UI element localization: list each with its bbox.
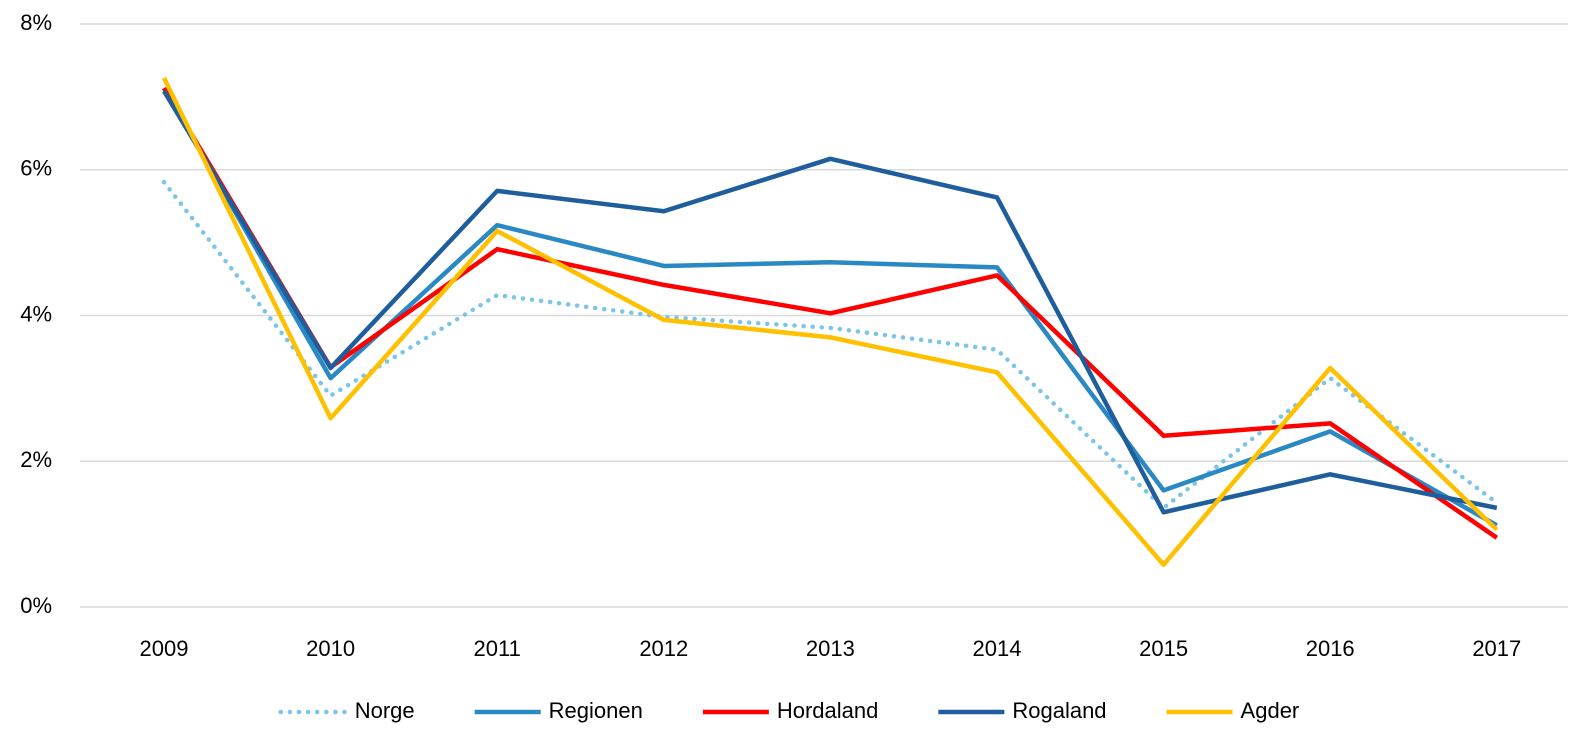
legend-label: Norge (355, 698, 415, 723)
series-line (162, 89, 1498, 515)
x-tick-label: 2017 (1472, 636, 1521, 661)
y-tick-label: 4% (20, 301, 52, 326)
x-tick-label: 2010 (306, 636, 355, 661)
x-tick-label: 2012 (639, 636, 688, 661)
x-tick-label: 2013 (806, 636, 855, 661)
series-line (162, 87, 1498, 528)
legend-label: Agder (1241, 698, 1300, 723)
x-tick-label: 2011 (474, 636, 521, 661)
y-tick-label: 6% (20, 156, 52, 181)
series-line (161, 179, 1500, 511)
y-tick-label: 8% (20, 10, 52, 35)
series-line (161, 76, 1499, 567)
legend-label: Regionen (549, 698, 643, 723)
legend-label: Rogaland (1012, 698, 1106, 723)
y-tick-label: 0% (20, 593, 52, 618)
x-tick-label: 2014 (973, 636, 1022, 661)
legend-label: Hordaland (777, 698, 879, 723)
x-tick-label: 2009 (140, 636, 189, 661)
y-tick-label: 2% (20, 447, 52, 472)
x-tick-label: 2015 (1139, 636, 1188, 661)
series-line (162, 86, 1499, 540)
x-tick-label: 2016 (1306, 636, 1355, 661)
